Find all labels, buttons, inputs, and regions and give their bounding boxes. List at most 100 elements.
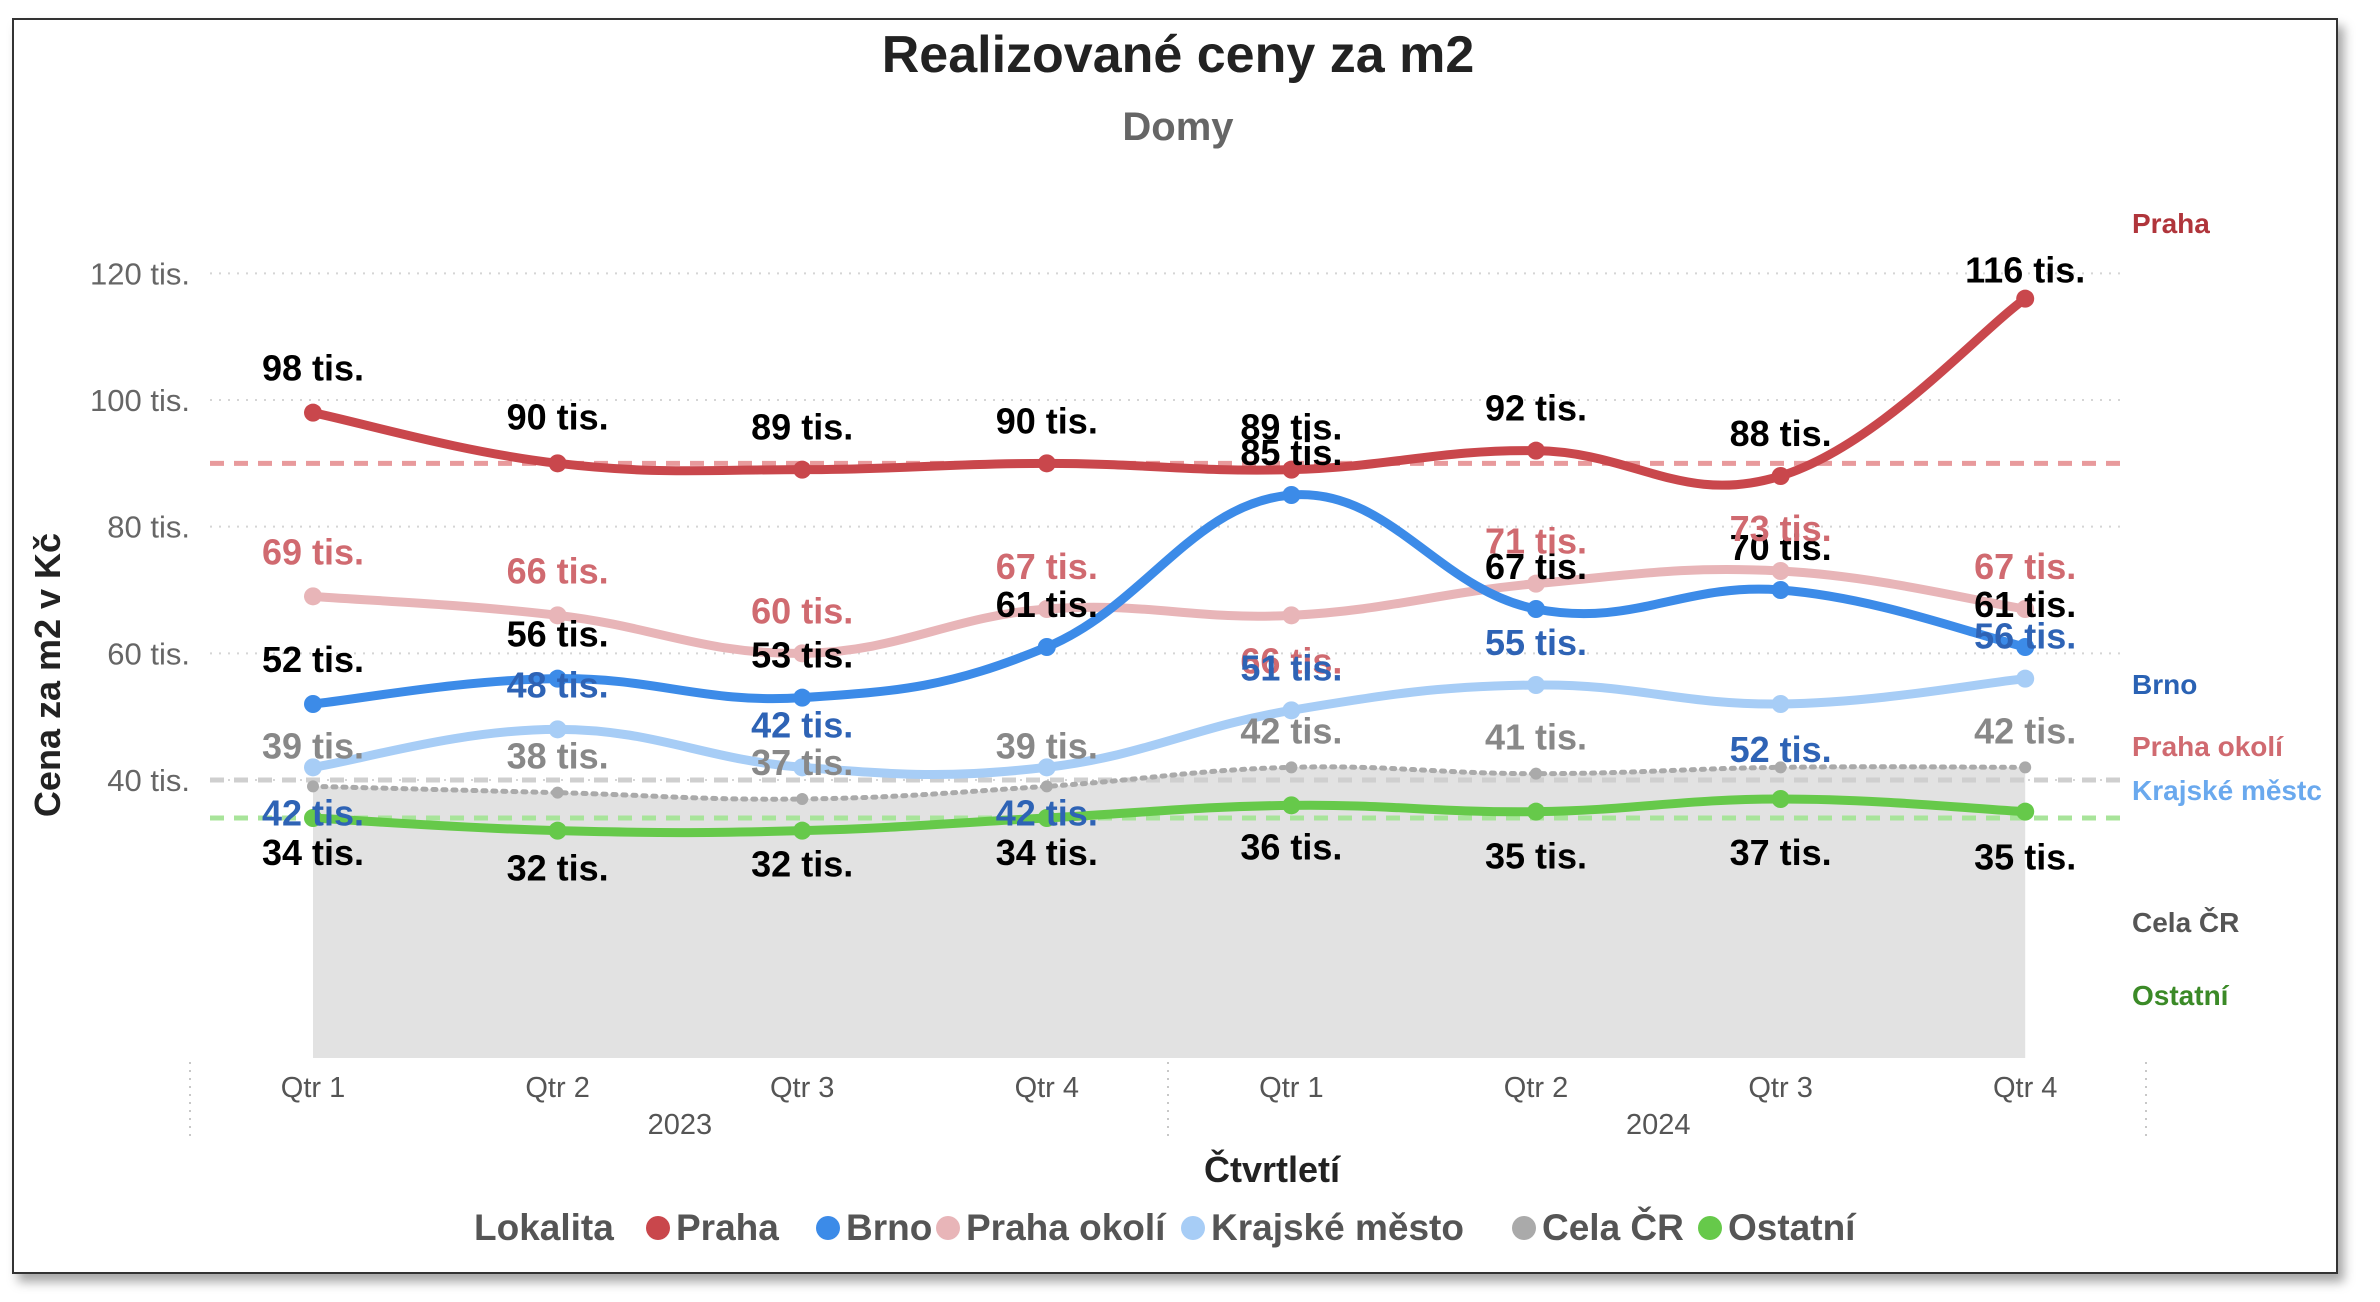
data-label: 89 tis. — [751, 407, 853, 448]
chart-title: Realizované ceny za m2 — [882, 26, 1475, 84]
data-label: 90 tis. — [996, 400, 1098, 441]
data-label: 32 tis. — [507, 848, 609, 889]
data-label: 32 tis. — [751, 844, 853, 885]
data-point — [1527, 600, 1545, 618]
y-tick-label: 60 tis. — [107, 636, 190, 671]
legend-marker — [1698, 1216, 1722, 1240]
data-label: 48 tis. — [507, 664, 609, 705]
data-point — [1037, 638, 1056, 656]
data-label: 42 tis. — [1974, 710, 2076, 751]
data-point — [793, 688, 812, 707]
series-end-label: Praha okolí — [2132, 731, 2284, 762]
data-point — [1530, 767, 1542, 780]
data-label: 67 tis. — [1485, 546, 1587, 587]
series-end-label: Praha — [2132, 208, 2210, 239]
legend-entry: Brno — [846, 1207, 932, 1248]
data-label: 53 tis. — [751, 635, 853, 676]
data-label: 36 tis. — [1240, 826, 1342, 867]
data-point — [793, 821, 812, 840]
x-tick-label: Qtr 1 — [281, 1072, 345, 1104]
data-point — [1037, 600, 1056, 618]
data-label: 92 tis. — [1485, 388, 1587, 429]
data-point — [2016, 802, 2035, 821]
legend-marker — [816, 1216, 840, 1240]
series-end-label: Ostatní — [2132, 980, 2230, 1011]
legend-marker — [1181, 1216, 1205, 1240]
series-line — [308, 794, 2030, 838]
data-point — [2016, 638, 2035, 656]
legend-entry: Praha — [676, 1207, 779, 1248]
data-point — [1285, 761, 1298, 774]
x-tick-label: Qtr 3 — [770, 1072, 834, 1104]
data-point — [2019, 761, 2032, 774]
series-end-label: Brno — [2132, 669, 2197, 700]
data-point — [304, 403, 322, 422]
data-label: 35 tis. — [1485, 836, 1587, 877]
data-point — [1527, 676, 1545, 694]
data-label: 67 tis. — [996, 546, 1098, 587]
y-tick-label: 120 tis. — [90, 256, 190, 291]
data-label: 41 tis. — [1485, 717, 1587, 758]
data-point — [1282, 606, 1301, 625]
data-point — [304, 695, 322, 713]
data-point — [304, 809, 322, 827]
y-tick-label: 80 tis. — [107, 510, 190, 545]
x-tick-label: Qtr 1 — [1259, 1072, 1323, 1104]
legend-entry: Praha okolí — [966, 1207, 1167, 1248]
data-label: 61 tis. — [1974, 584, 2076, 625]
data-point — [1282, 460, 1301, 479]
data-label: 42 tis. — [1240, 710, 1342, 751]
data-point — [1771, 695, 1790, 713]
data-point — [2016, 289, 2035, 308]
data-label: 42 tis. — [751, 704, 853, 745]
series-line — [308, 490, 2030, 709]
series-end-label: Cela ČR — [2132, 906, 2239, 938]
data-label: 88 tis. — [1730, 413, 1832, 454]
data-label: 90 tis. — [507, 396, 609, 437]
data-point — [1282, 486, 1301, 504]
legend-marker — [936, 1216, 960, 1240]
data-point — [548, 669, 567, 688]
legend-title: Lokalita — [474, 1207, 614, 1248]
data-label: 56 tis. — [1974, 616, 2076, 657]
data-label: 85 tis. — [1240, 432, 1342, 473]
data-point — [1282, 796, 1301, 815]
data-label: 51 tis. — [1240, 647, 1342, 688]
data-label: 98 tis. — [262, 348, 364, 389]
data-point — [304, 758, 322, 777]
x-tick-label: Qtr 3 — [1748, 1072, 1812, 1104]
data-point — [307, 780, 319, 793]
data-label: 61 tis. — [996, 584, 1098, 625]
data-point — [548, 720, 567, 739]
series-lines — [304, 289, 2035, 840]
data-label: 37 tis. — [751, 742, 853, 783]
x-axis-label: Čtvrtletí — [1204, 1148, 1341, 1190]
area-layer — [313, 766, 2026, 1058]
data-label: 39 tis. — [262, 725, 364, 766]
data-point — [548, 821, 567, 840]
data-label: 55 tis. — [1485, 622, 1587, 663]
data-point — [1774, 761, 1787, 774]
data-point — [793, 460, 812, 479]
data-point — [793, 644, 812, 663]
area-fill-cela-cr — [313, 766, 2026, 1058]
legend-entry: Ostatní — [1728, 1207, 1857, 1248]
chart-subtitle: Domy — [1122, 105, 1234, 149]
data-point — [1771, 581, 1790, 599]
data-label: 66 tis. — [507, 550, 609, 591]
series-line — [308, 565, 2030, 658]
data-label: 52 tis. — [262, 639, 364, 680]
data-label: 42 tis. — [996, 792, 1098, 833]
data-point — [551, 786, 564, 799]
data-label: 35 tis. — [1974, 837, 2076, 878]
data-point — [793, 758, 812, 777]
data-label: 69 tis. — [262, 531, 364, 572]
data-label: 89 tis. — [1240, 407, 1342, 448]
x-axis: Qtr 1 Qtr 2 Qtr 3 Qtr 4 Qtr 1 Qtr 2 Qtr 3 Qtr 4… — [189, 1062, 2147, 1141]
y-axis-label: Cena za m2 v Kč — [27, 533, 68, 817]
data-label: 66 tis. — [1240, 640, 1342, 681]
series-line — [310, 764, 2028, 802]
series-line — [308, 674, 2030, 780]
data-label: 52 tis. — [1730, 729, 1832, 770]
